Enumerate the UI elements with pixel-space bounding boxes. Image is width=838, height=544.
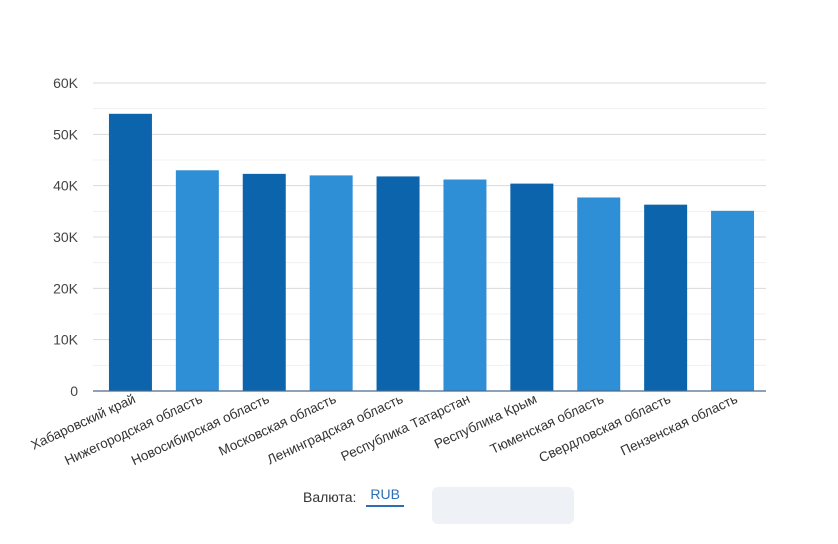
y-tick-label: 50K — [53, 126, 79, 142]
currency-selector: Валюта: RUB — [303, 486, 404, 507]
bar[interactable] — [108, 113, 152, 392]
x-tick-label: Пензенская область — [618, 391, 740, 458]
bar[interactable] — [376, 176, 420, 391]
bar[interactable] — [510, 183, 554, 391]
bar[interactable] — [711, 210, 755, 391]
y-tick-label: 0 — [70, 383, 78, 399]
currency-value[interactable]: RUB — [366, 486, 404, 507]
bar[interactable] — [577, 197, 621, 391]
currency-label: Валюта: — [303, 488, 357, 505]
x-tick-label: Республика Татарстан — [339, 391, 473, 464]
y-tick-label: 60K — [53, 75, 79, 91]
y-tick-label: 10K — [53, 332, 79, 348]
y-axis-ticks: 0 10K 20K 30K 40K 50K 60K — [53, 75, 79, 399]
bar-chart: 0 10K 20K 30K 40K 50K 60K Хабаровский крайНиже… — [29, 75, 766, 468]
bars — [108, 113, 755, 392]
bar[interactable] — [242, 173, 286, 391]
bar[interactable] — [175, 170, 219, 391]
bar[interactable] — [309, 175, 353, 391]
y-tick-label: 40K — [53, 178, 79, 194]
y-tick-label: 30K — [53, 229, 79, 245]
blurred-box — [432, 487, 574, 524]
bar[interactable] — [443, 179, 487, 391]
y-tick-label: 20K — [53, 280, 79, 296]
bar[interactable] — [644, 204, 688, 391]
